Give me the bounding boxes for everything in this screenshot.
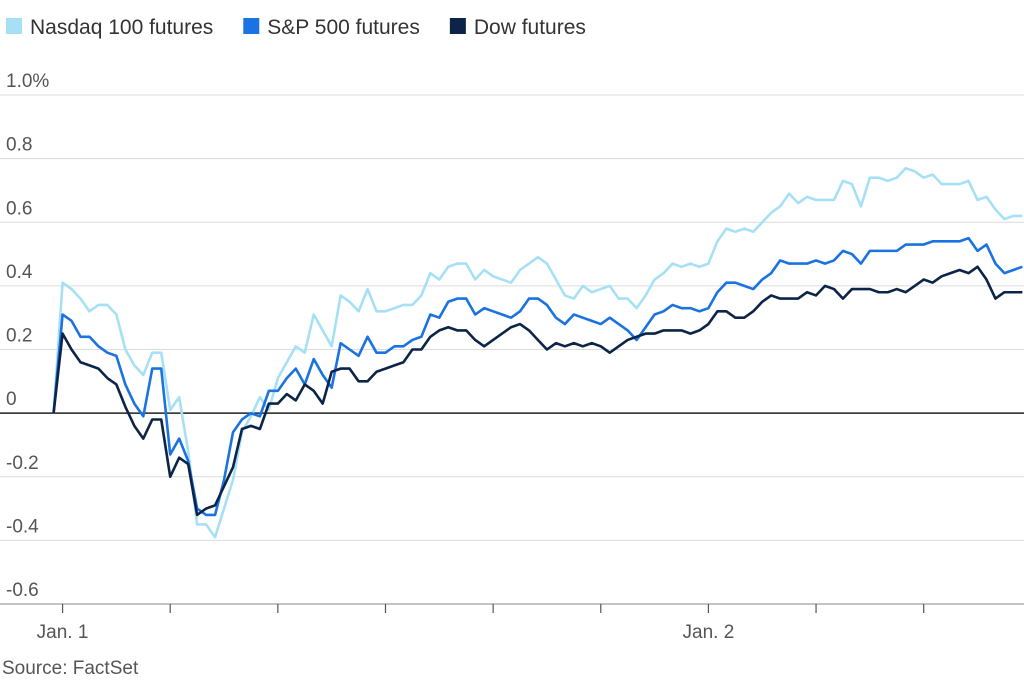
legend-label: Nasdaq 100 futures	[30, 16, 213, 39]
series-line	[52, 166, 1023, 539]
y-tick-label: -0.6	[6, 580, 39, 601]
y-tick-label: 1.0%	[6, 71, 49, 92]
legend-swatch	[6, 18, 22, 34]
source: Source: FactSet	[2, 658, 139, 679]
y-tick-label: 0.4	[6, 262, 33, 283]
y-tick-label: 0.8	[6, 135, 32, 156]
y-tick-label: -0.4	[6, 516, 39, 537]
legend-swatch	[243, 18, 260, 34]
y-tick-label: 0	[6, 389, 17, 410]
legend-swatch	[449, 18, 466, 34]
x-tick-label: Jan. 1	[37, 622, 89, 643]
legend-label: Dow futures	[474, 16, 586, 39]
y-tick-label: -0.2	[6, 453, 39, 474]
series-line	[52, 236, 1023, 517]
legend-label: S&P 500 futures	[267, 16, 420, 39]
series-line	[52, 265, 1023, 517]
y-tick-label: 0.2	[6, 326, 32, 347]
x-tick-label: Jan. 2	[683, 622, 735, 643]
y-tick-label: 0.6	[6, 198, 32, 219]
